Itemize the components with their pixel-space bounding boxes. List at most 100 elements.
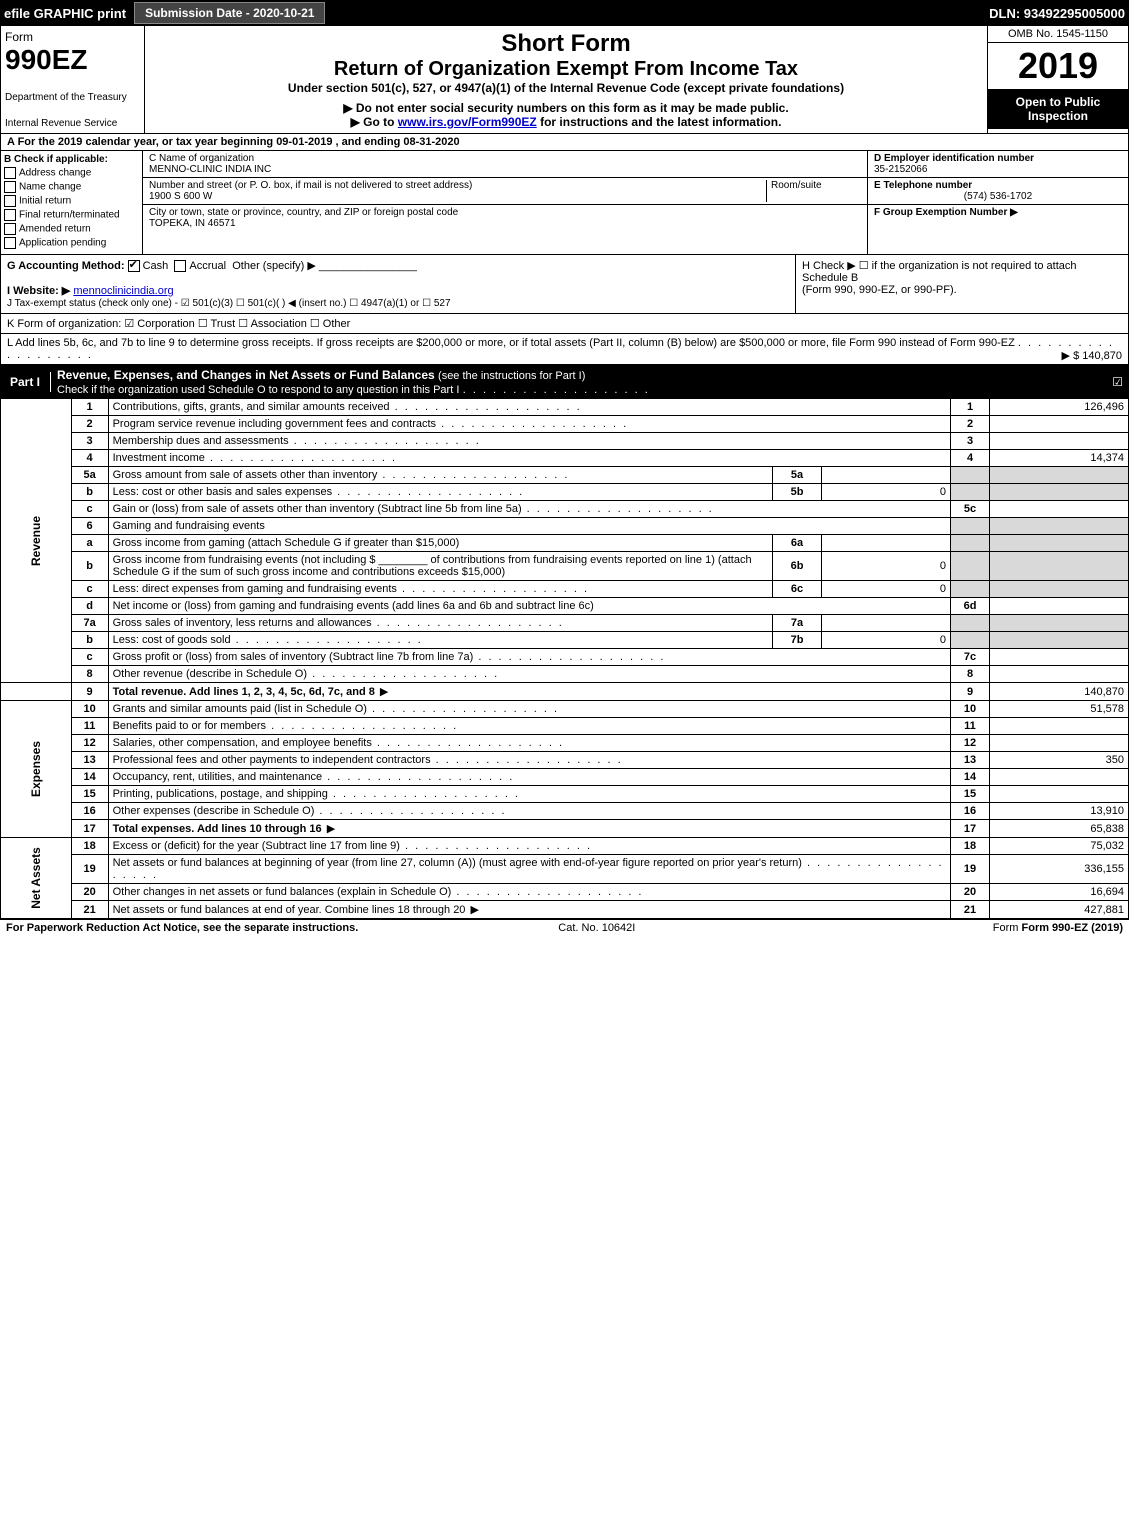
amt bbox=[990, 769, 1129, 786]
numcol: 17 bbox=[951, 820, 990, 838]
opt: Name change bbox=[19, 182, 81, 193]
form-title: Return of Organization Exempt From Incom… bbox=[151, 58, 981, 81]
short-form-title: Short Form bbox=[151, 30, 981, 58]
org-city: TOPEKA, IN 46571 bbox=[149, 218, 236, 229]
city-label: City or town, state or province, country… bbox=[149, 207, 458, 218]
numcol: 11 bbox=[951, 718, 990, 735]
lineno: d bbox=[71, 598, 108, 615]
omb-number: OMB No. 1545-1150 bbox=[988, 26, 1128, 43]
accounting-method: G Accounting Method: Cash Accrual Other … bbox=[1, 255, 795, 313]
desc: Excess or (deficit) for the year (Subtra… bbox=[108, 838, 950, 855]
l-amt: ▶ $ 140,870 bbox=[1062, 349, 1122, 362]
check-cash-icon[interactable] bbox=[128, 260, 140, 272]
side-na-lbl: Net Assets bbox=[29, 847, 43, 909]
numcol: 14 bbox=[951, 769, 990, 786]
check-accrual-icon[interactable] bbox=[174, 260, 186, 272]
check-name[interactable]: Name change bbox=[4, 181, 139, 193]
numcol: 10 bbox=[951, 701, 990, 718]
numcol: 9 bbox=[951, 683, 990, 701]
lineno: 11 bbox=[71, 718, 108, 735]
lineno: c bbox=[71, 581, 108, 598]
lineno: 3 bbox=[71, 433, 108, 450]
desc: Investment income bbox=[108, 450, 950, 467]
amt bbox=[990, 786, 1129, 803]
opt: Final return/terminated bbox=[19, 210, 120, 221]
midcell: 6c bbox=[773, 581, 822, 598]
ein: 35-2152066 bbox=[874, 164, 927, 175]
check-initial[interactable]: Initial return bbox=[4, 195, 139, 207]
dept-irs: Internal Revenue Service bbox=[5, 118, 140, 129]
numcol: 15 bbox=[951, 786, 990, 803]
lineno: b bbox=[71, 632, 108, 649]
shade bbox=[990, 467, 1129, 484]
l-text: L Add lines 5b, 6c, and 7b to line 9 to … bbox=[7, 337, 1015, 349]
desc: Net assets or fund balances at beginning… bbox=[108, 855, 950, 884]
efile-label: efile GRAPHIC print bbox=[4, 6, 126, 21]
notice-goto: ▶ Go to www.irs.gov/Form990EZ for instru… bbox=[151, 115, 981, 129]
desc: Gross income from gaming (attach Schedul… bbox=[108, 535, 772, 552]
checkbox-icon bbox=[4, 195, 16, 207]
shade bbox=[951, 615, 990, 632]
p1-t: Revenue, Expenses, and Changes in Net As… bbox=[57, 368, 438, 382]
midval: 0 bbox=[822, 484, 951, 501]
check-pending[interactable]: Application pending bbox=[4, 237, 139, 249]
amt bbox=[990, 433, 1129, 450]
numcol: 2 bbox=[951, 416, 990, 433]
midcell: 5a bbox=[773, 467, 822, 484]
amt bbox=[990, 416, 1129, 433]
part1-tab: Part I bbox=[0, 372, 51, 392]
desc: Membership dues and assessments bbox=[108, 433, 950, 450]
checkbox-icon bbox=[4, 209, 16, 221]
gh-row: G Accounting Method: Cash Accrual Other … bbox=[0, 255, 1129, 314]
desc: Less: cost or other basis and sales expe… bbox=[108, 484, 772, 501]
opt: Initial return bbox=[19, 196, 71, 207]
page-footer: For Paperwork Reduction Act Notice, see … bbox=[0, 919, 1129, 936]
ff: Form 990-EZ (2019) bbox=[1022, 922, 1123, 934]
i-label: I Website: ▶ bbox=[7, 285, 70, 297]
group-exempt-block: F Group Exemption Number ▶ bbox=[868, 205, 1128, 220]
numcol: 8 bbox=[951, 666, 990, 683]
amt: 51,578 bbox=[990, 701, 1129, 718]
shade bbox=[990, 632, 1129, 649]
phone: (574) 536-1702 bbox=[874, 191, 1122, 202]
checkbox-icon bbox=[4, 223, 16, 235]
shade bbox=[990, 484, 1129, 501]
lineno: 5a bbox=[71, 467, 108, 484]
checkbox-icon bbox=[4, 167, 16, 179]
side-netassets: Net Assets bbox=[1, 838, 72, 919]
shade bbox=[990, 581, 1129, 598]
org-addr: 1900 S 600 W bbox=[149, 191, 212, 202]
org-addr-block: Number and street (or P. O. box, if mail… bbox=[143, 178, 867, 205]
lineno: 10 bbox=[71, 701, 108, 718]
irs-link[interactable]: www.irs.gov/Form990EZ bbox=[398, 115, 537, 129]
row-l: L Add lines 5b, 6c, and 7b to line 9 to … bbox=[0, 334, 1129, 365]
notice-ssn: ▶ Do not enter social security numbers o… bbox=[151, 101, 981, 115]
lineno: c bbox=[71, 501, 108, 518]
check-address[interactable]: Address change bbox=[4, 167, 139, 179]
form-subtitle: Under section 501(c), 527, or 4947(a)(1)… bbox=[151, 81, 981, 95]
p1-check-text: Check if the organization used Schedule … bbox=[57, 384, 459, 396]
desc: Program service revenue including govern… bbox=[108, 416, 950, 433]
desc: Other revenue (describe in Schedule O) bbox=[108, 666, 950, 683]
check-amended[interactable]: Amended return bbox=[4, 223, 139, 235]
numcol: 16 bbox=[951, 803, 990, 820]
check-final[interactable]: Final return/terminated bbox=[4, 209, 139, 221]
part1-header: Part I Revenue, Expenses, and Changes in… bbox=[0, 365, 1129, 399]
amt bbox=[990, 501, 1129, 518]
website-link[interactable]: mennoclinicindia.org bbox=[73, 285, 173, 297]
addr-label: Number and street (or P. O. box, if mail… bbox=[149, 180, 472, 191]
numcol: 20 bbox=[951, 884, 990, 901]
opt: Address change bbox=[19, 168, 91, 179]
org-city-block: City or town, state or province, country… bbox=[143, 205, 867, 231]
amt bbox=[990, 666, 1129, 683]
numcol: 7c bbox=[951, 649, 990, 666]
desc: Total revenue. Add lines 1, 2, 3, 4, 5c,… bbox=[108, 683, 950, 701]
blank bbox=[1, 683, 72, 701]
desc: Printing, publications, postage, and shi… bbox=[108, 786, 950, 803]
lineno: c bbox=[71, 649, 108, 666]
desc: Benefits paid to or for members bbox=[108, 718, 950, 735]
desc: Grants and similar amounts paid (list in… bbox=[108, 701, 950, 718]
part1-check[interactable]: ☑ bbox=[1106, 372, 1129, 392]
col-b-checks: B Check if applicable: Address change Na… bbox=[1, 151, 143, 254]
desc: Less: direct expenses from gaming and fu… bbox=[108, 581, 772, 598]
